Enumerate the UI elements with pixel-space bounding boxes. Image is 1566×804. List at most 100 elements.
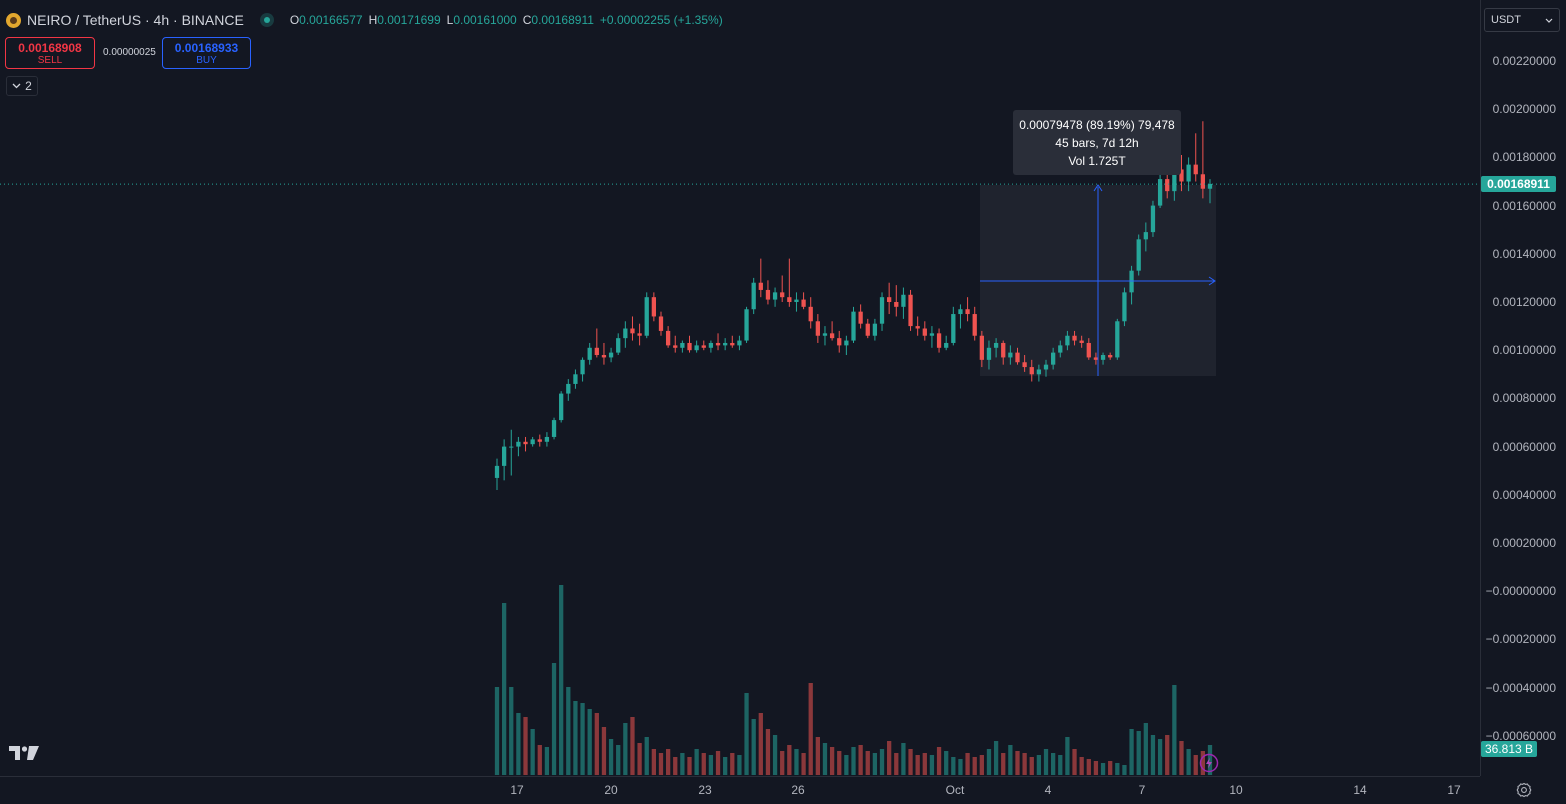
candle bbox=[894, 285, 899, 317]
volume-value-label: 36.813 B bbox=[1481, 741, 1537, 757]
volume-bar bbox=[879, 749, 885, 775]
time-axis[interactable]: 17 20 23 26 Oct 4 7 10 14 17 bbox=[0, 776, 1480, 804]
change-value: +0.00002255 (+1.35%) bbox=[599, 13, 723, 27]
current-price-label: 0.00168911 bbox=[1481, 176, 1556, 192]
candle bbox=[986, 340, 992, 370]
candle bbox=[1122, 287, 1127, 327]
measure-volume: Vol 1.725T bbox=[1068, 153, 1126, 168]
candle bbox=[780, 275, 785, 302]
candle bbox=[908, 289, 913, 331]
candle bbox=[680, 340, 685, 353]
candle bbox=[944, 335, 949, 351]
lightning-icon[interactable] bbox=[1199, 753, 1219, 773]
candle bbox=[559, 391, 564, 423]
volume-bar bbox=[965, 753, 970, 775]
time-tick: 7 bbox=[1138, 783, 1146, 797]
volume-bar bbox=[972, 757, 977, 775]
candle bbox=[837, 330, 842, 353]
currency-select[interactable]: USDT bbox=[1484, 8, 1560, 32]
volume-bar bbox=[1143, 723, 1148, 775]
candle bbox=[694, 340, 699, 353]
candle bbox=[1051, 347, 1056, 370]
volume-bar bbox=[887, 741, 892, 775]
volume-bar bbox=[1093, 761, 1099, 775]
price-tick: 0.00140000 bbox=[1492, 246, 1556, 261]
candle bbox=[708, 340, 714, 353]
volume-bar bbox=[601, 727, 607, 775]
volume-bar bbox=[1008, 745, 1013, 775]
candle bbox=[580, 357, 585, 382]
volume-bar bbox=[929, 755, 935, 775]
tradingview-logo-icon[interactable] bbox=[8, 744, 40, 762]
ohlc-values: O0.00166577 H0.00171699 L0.00161000 C0.0… bbox=[290, 13, 723, 27]
indicators-toggle-button[interactable]: 2 bbox=[6, 76, 38, 96]
candle bbox=[1143, 222, 1148, 252]
volume-bar bbox=[1072, 749, 1077, 775]
candle bbox=[723, 338, 728, 351]
volume-bar bbox=[837, 751, 842, 775]
volume-bar bbox=[1200, 751, 1206, 775]
volume-bar bbox=[1015, 751, 1020, 775]
candle bbox=[566, 379, 571, 401]
volume-bar bbox=[922, 753, 927, 775]
volume-bar bbox=[944, 751, 949, 775]
candle bbox=[858, 304, 863, 329]
low-value: 0.00161000 bbox=[453, 13, 517, 27]
volume-bar bbox=[901, 743, 906, 775]
currency-value: USDT bbox=[1491, 14, 1521, 26]
volume-bar bbox=[801, 753, 806, 775]
volume-bar bbox=[1022, 753, 1027, 775]
price-tick: 0.00100000 bbox=[1492, 343, 1556, 358]
spread-value: 0.00000025 bbox=[103, 47, 156, 58]
candle bbox=[501, 439, 507, 481]
measure-arrow-up-icon bbox=[1093, 184, 1103, 192]
time-tick: 23 bbox=[698, 783, 712, 797]
volume-bar bbox=[1186, 749, 1191, 775]
chart-canvas[interactable] bbox=[0, 0, 1480, 776]
time-tick: 17 bbox=[1447, 783, 1461, 797]
coin-icon[interactable] bbox=[6, 12, 21, 28]
symbol-title[interactable]: NEIRO / TetherUS · 4h · BINANCE bbox=[27, 12, 244, 28]
volume-bar bbox=[1122, 765, 1127, 775]
volume-bar bbox=[1172, 685, 1177, 775]
time-tick: 26 bbox=[791, 783, 805, 797]
candle bbox=[1043, 359, 1049, 377]
price-tick: −0.00020000 bbox=[1485, 632, 1556, 647]
volume-bar bbox=[1136, 731, 1141, 775]
market-status-icon[interactable] bbox=[259, 13, 274, 27]
candle bbox=[551, 417, 557, 440]
candle bbox=[972, 306, 977, 341]
candle bbox=[1008, 345, 1013, 365]
volume-bar bbox=[851, 747, 856, 775]
volume-bar bbox=[808, 683, 813, 775]
volume-bar bbox=[865, 751, 870, 775]
volume-bar bbox=[501, 603, 507, 775]
candle bbox=[1129, 265, 1134, 305]
candle bbox=[787, 258, 792, 307]
volume-bar bbox=[787, 745, 792, 775]
candle bbox=[1079, 335, 1084, 348]
volume-bar bbox=[993, 741, 999, 775]
volume-bar bbox=[1065, 737, 1070, 775]
candle bbox=[1115, 318, 1120, 360]
volume-bar bbox=[594, 713, 599, 775]
settings-icon[interactable] bbox=[1516, 782, 1532, 798]
sell-button[interactable]: 0.00168908 SELL bbox=[5, 37, 95, 69]
candle bbox=[523, 436, 528, 452]
candle bbox=[544, 432, 550, 447]
volume-bar bbox=[673, 757, 678, 775]
volume-bar bbox=[715, 751, 721, 775]
buy-button[interactable]: 0.00168933 BUY bbox=[162, 37, 251, 69]
candle bbox=[1093, 352, 1099, 365]
candle bbox=[623, 321, 628, 348]
price-scale[interactable]: 0.00220000 0.00200000 0.00180000 0.00160000… bbox=[1480, 0, 1566, 776]
volume-bar bbox=[665, 749, 671, 775]
measure-bars: 45 bars, 7d 12h bbox=[1055, 135, 1139, 150]
volume-bar bbox=[986, 749, 992, 775]
candle bbox=[915, 316, 920, 336]
candle bbox=[1179, 154, 1184, 192]
volume-bar bbox=[1207, 745, 1213, 775]
volume-bar bbox=[530, 729, 535, 775]
volume-bar bbox=[616, 745, 621, 775]
